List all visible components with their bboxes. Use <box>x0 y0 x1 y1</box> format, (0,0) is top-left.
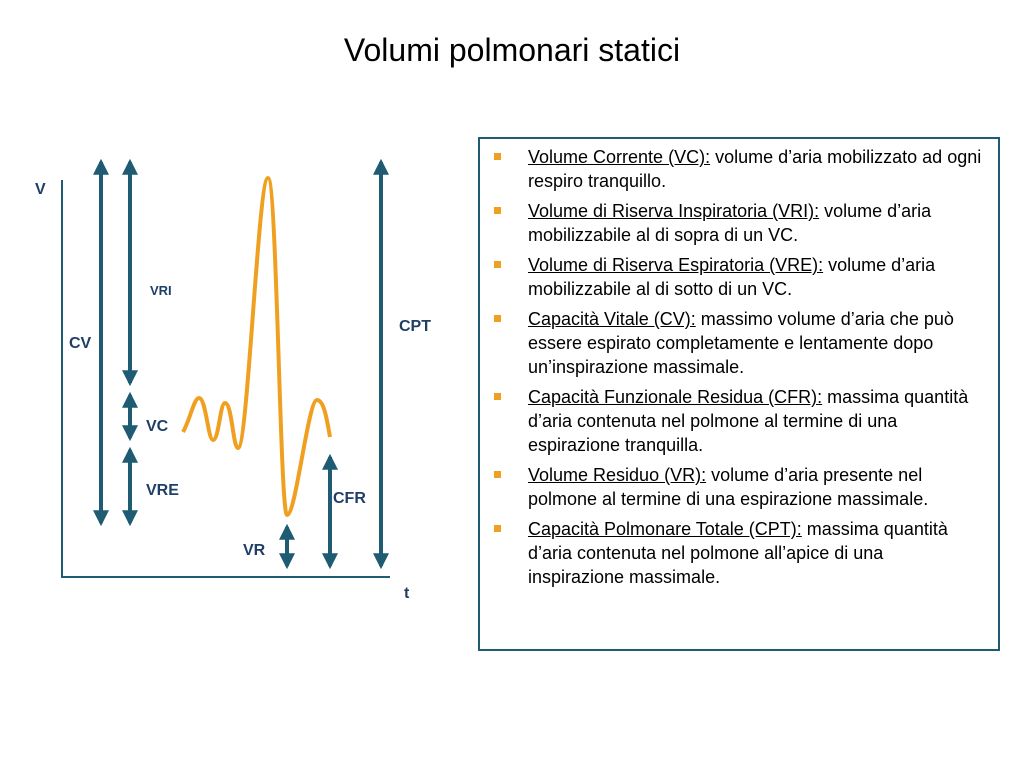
definition-text: volume d’aria mobilizzabile al di sotto … <box>528 255 936 299</box>
definitions-list: Volume Corrente (VC): volume d’aria mobi… <box>480 139 998 589</box>
label: CV <box>69 335 92 352</box>
definition-term: Capacità Funzionale Residua (CFR): <box>528 387 823 407</box>
definition-text: volume d’aria mobilizzabile al di sopra … <box>528 201 932 245</box>
x-axis-label: t <box>404 585 410 602</box>
axes <box>61 180 390 578</box>
definition-text: massima quantità d’aria contenuta nel po… <box>528 519 948 587</box>
definition-item: Volume Corrente (VC): volume d’aria mobi… <box>494 145 984 193</box>
label: CFR <box>333 490 366 507</box>
y-axis-label: V <box>35 181 46 198</box>
volume-curve <box>181 175 332 518</box>
definition-item: Capacità Funzionale Residua (CFR): massi… <box>494 385 984 457</box>
definition-term: Volume Corrente (VC): <box>528 147 711 167</box>
diagram: V t VRI CV VC VRE VR CFR CPT <box>35 158 431 602</box>
label: CPT <box>399 318 431 335</box>
arrows <box>93 158 389 570</box>
definition-item: Capacità Vitale (CV): massimo volume d’a… <box>494 307 984 379</box>
definition-text: volume d’aria presente nel polmone al te… <box>528 465 929 509</box>
definition-term: Capacità Vitale (CV): <box>528 309 696 329</box>
label: VR <box>243 542 266 559</box>
definition-item: Volume di Riserva Espiratoria (VRE): vol… <box>494 253 984 301</box>
definitions-box: Volume Corrente (VC): volume d’aria mobi… <box>478 137 1000 651</box>
definition-item: Volume di Riserva Inspiratoria (VRI): vo… <box>494 199 984 247</box>
label: VC <box>146 418 169 435</box>
definition-term: Capacità Polmonare Totale (CPT): <box>528 519 802 539</box>
definition-term: Volume di Riserva Espiratoria (VRE): <box>528 255 824 275</box>
definition-term: Volume di Riserva Inspiratoria (VRI): <box>528 201 820 221</box>
definition-text: massimo volume d’aria che può essere esp… <box>528 309 954 377</box>
definition-term: Volume Residuo (VR): <box>528 465 707 485</box>
definition-text: volume d’aria mobilizzato ad ogni respir… <box>528 147 982 191</box>
definition-text: massima quantità d’aria contenuta nel po… <box>528 387 969 455</box>
label: VRI <box>150 283 172 298</box>
definition-item: Volume Residuo (VR): volume d’aria prese… <box>494 463 984 511</box>
label: VRE <box>146 482 179 499</box>
slide-title: Volumi polmonari statici <box>343 32 681 68</box>
definition-item: Capacità Polmonare Totale (CPT): massima… <box>494 517 984 589</box>
